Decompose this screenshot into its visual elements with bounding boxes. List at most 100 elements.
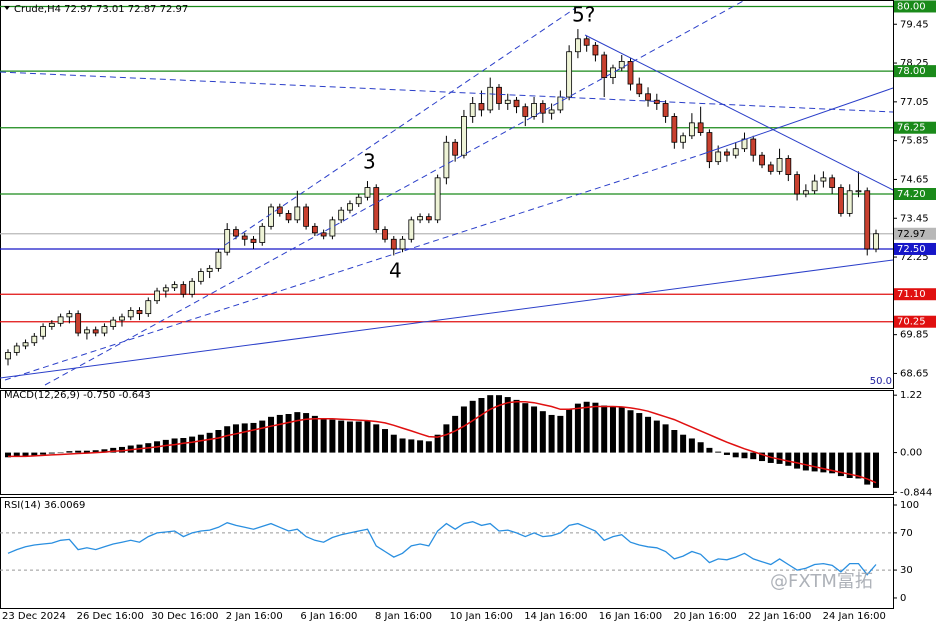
macd-panel: 1.22 0.00 -0.844 [0,390,932,498]
macd-bar [31,452,38,456]
candle-body [750,138,757,156]
macd-bar [355,421,362,453]
y-tick-label: 30 [900,565,913,576]
macd-bar [101,449,108,453]
rsi-panel: 100 70 30 0 [0,497,919,609]
candle-body [496,86,502,104]
macd-bar [197,434,204,453]
candle-body [759,154,765,166]
macd-bar [434,434,441,453]
macd-bar [382,429,389,453]
macd-bar [346,421,353,453]
macd-bar [48,452,55,454]
macd-bar [627,410,634,453]
macd-bar [268,416,275,453]
candle-body [127,309,134,318]
candle-body [101,326,108,334]
candle-body [724,151,730,156]
candle-body [785,158,792,176]
macd-bar [460,406,467,453]
candle-body [162,287,169,292]
y-tick-label: 0.00 [900,448,922,459]
candle-body [504,99,511,104]
macd-bar [469,400,476,453]
macd-bar [425,441,432,453]
level-label-box [894,121,936,134]
candle-body [820,177,827,182]
candle-body [425,216,432,221]
candle-body [855,190,862,193]
macd-bar [399,438,406,453]
macd-bar [259,420,266,453]
macd-bar [118,446,125,453]
candle-body [653,99,660,104]
candle-body [180,284,187,295]
candle-body [627,61,634,85]
candle-body [355,196,362,205]
rsi-line [7,521,877,576]
overlay: Crude,H4 72.97 73.01 72.87 72.97 5? 3 4 … [4,3,892,592]
x-tick-label: 6 Jan 16:00 [300,611,357,622]
symbol-icon [4,6,10,10]
candle-body [408,219,415,240]
candle-body [215,251,222,269]
x-tick-label: 14 Jan 16:00 [524,611,587,622]
macd-bar [338,420,345,453]
macd-bar [329,419,336,453]
macd-bar [671,430,678,453]
corner-label: 50.0 [870,376,892,387]
macd-bar [57,452,64,454]
x-tick-label: 24 Jan 16:00 [823,611,886,622]
macd-bar [373,424,380,453]
x-tick-label: 16 Jan 16:00 [599,611,662,622]
candle-body [706,132,713,163]
candle-body [206,267,213,273]
macd-bar [653,420,660,453]
macd-bar [785,452,792,466]
macd-bar [513,399,520,453]
level-label: 76.25 [897,123,926,134]
macd-bar [180,438,187,453]
wave-label: 5? [572,3,595,27]
candle-body [382,229,388,240]
candle-body [610,67,616,79]
candle-body [767,164,774,172]
macd-bar [110,447,117,453]
macd-bar [189,436,196,453]
wave-label: 3 [363,150,376,174]
candle-body [811,180,818,192]
macd-bar [495,395,502,453]
macd-bar [443,424,450,453]
macd-bar [487,395,494,453]
macd-bar [601,405,608,453]
candle-body [864,190,871,250]
candle-body [846,190,853,214]
macd-bar [303,413,310,453]
candle-body [574,38,581,53]
level-label-box [894,0,936,13]
macd-bar [478,398,485,453]
macd-bar [697,442,704,453]
macd-bar [417,440,424,453]
trend-line [0,259,894,379]
candle-body [311,225,318,234]
macd-bar [83,450,90,453]
macd-title: MACD(12,26,9) -0.750 -0.643 [4,390,151,401]
macd-bar [13,452,20,457]
candle-body [838,187,844,214]
macd-bar [645,416,652,453]
candle-body [794,174,800,195]
macd-bar [680,434,687,453]
macd-bar [574,403,581,453]
candle-body [697,122,704,133]
y-tick-label: 70 [900,528,913,539]
macd-bar [241,423,248,453]
level-label-box [894,315,936,328]
macd-bar [66,451,73,453]
x-tick-label: 20 Jan 16:00 [673,611,736,622]
level-label-box [894,65,936,78]
candle-body [557,96,564,111]
candle-body [189,280,196,295]
macd-bar [715,451,722,453]
level-label: 78.00 [897,66,926,77]
